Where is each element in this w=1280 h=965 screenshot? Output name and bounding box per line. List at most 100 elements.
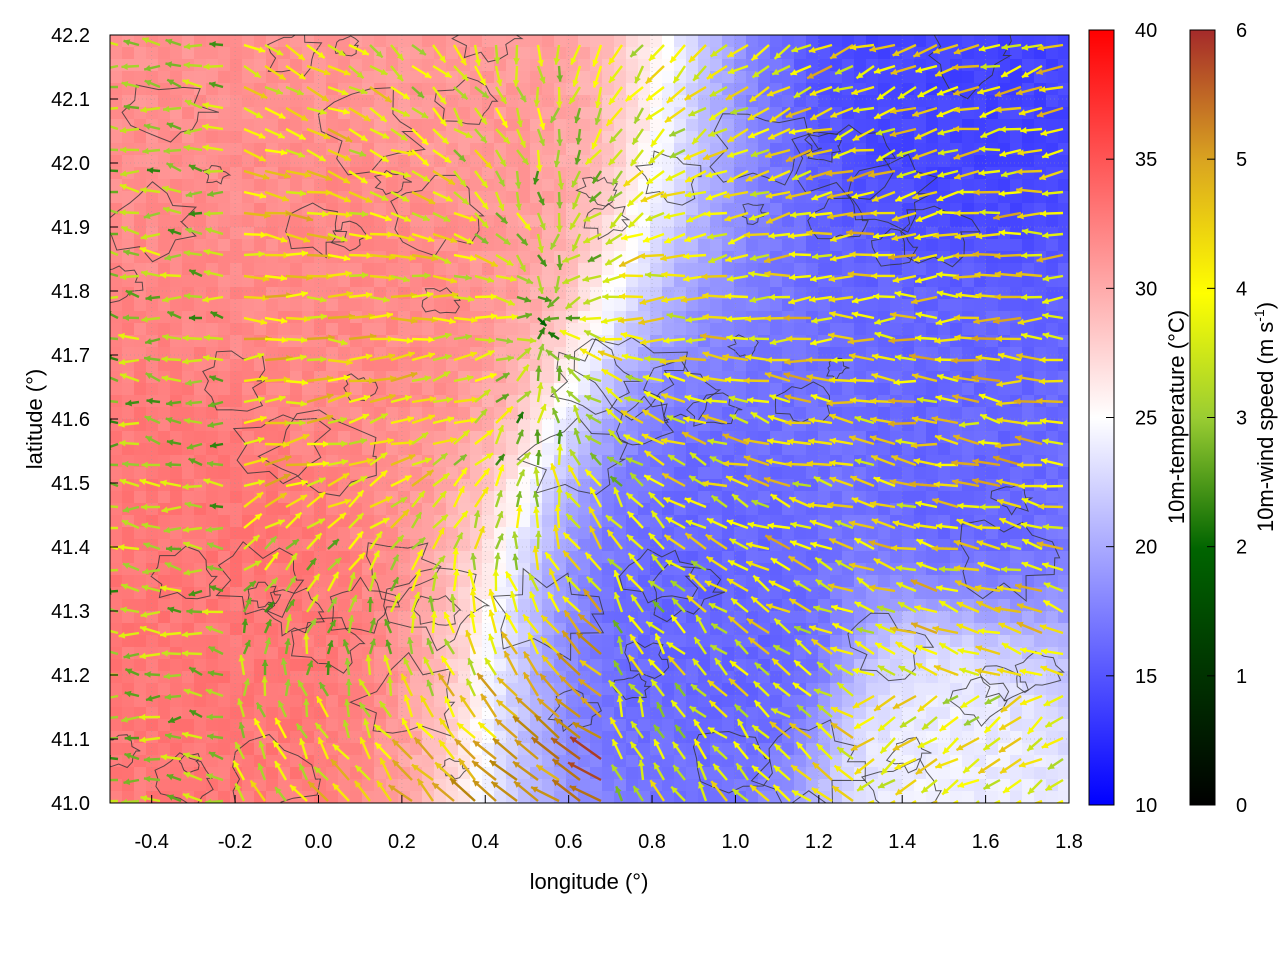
temperature-cell xyxy=(386,59,399,72)
temperature-cell xyxy=(326,767,339,780)
temperature-cell xyxy=(302,707,315,720)
temperature-cell xyxy=(566,59,579,72)
temperature-cell xyxy=(710,155,723,168)
temperature-cell xyxy=(338,407,351,420)
temperature-cell xyxy=(818,311,831,324)
temperature-cell xyxy=(242,323,255,336)
temperature-cell xyxy=(890,299,903,312)
temperature-cell xyxy=(578,107,591,120)
temperature-cell xyxy=(602,575,615,588)
temperature-cell xyxy=(134,59,147,72)
temperature-cell xyxy=(638,455,651,468)
temperature-cell xyxy=(230,263,243,276)
temperature-cell xyxy=(422,143,435,156)
temperature-cell xyxy=(830,119,843,132)
temperature-cell xyxy=(350,443,363,456)
temperature-cell xyxy=(110,683,123,696)
temperature-cell xyxy=(734,131,747,144)
temperature-cell xyxy=(278,59,291,72)
temperature-cell xyxy=(194,131,207,144)
temperature-cell xyxy=(746,35,759,48)
temperature-cell xyxy=(614,107,627,120)
temperature-cell xyxy=(758,239,771,252)
temperature-cell xyxy=(110,167,123,180)
temperature-cell xyxy=(710,323,723,336)
temperature-cell xyxy=(950,467,963,480)
temperature-cell xyxy=(266,695,279,708)
temperature-cell xyxy=(518,71,531,84)
temperature-cell xyxy=(614,119,627,132)
temperature-cell xyxy=(794,95,807,108)
temperature-cell xyxy=(1058,47,1069,60)
temperature-cell xyxy=(938,443,951,456)
temperature-cell xyxy=(530,83,543,96)
temperature-cell xyxy=(998,431,1011,444)
temperature-cell xyxy=(506,203,519,216)
temperature-cell xyxy=(842,239,855,252)
temperature-cell xyxy=(254,59,267,72)
temperature-cell xyxy=(158,239,171,252)
temperature-cell xyxy=(638,83,651,96)
temperature-cell xyxy=(998,407,1011,420)
temperature-cell xyxy=(302,719,315,732)
temperature-cell xyxy=(806,95,819,108)
temperature-cell xyxy=(1034,467,1047,480)
temperature-cell xyxy=(866,527,879,540)
temperature-cell xyxy=(110,755,123,768)
temperature-cell xyxy=(542,203,555,216)
temperature-cell xyxy=(950,611,963,624)
temperature-cell xyxy=(698,95,711,108)
temperature-cell xyxy=(962,263,975,276)
temperature-cell xyxy=(302,47,315,60)
temperature-cell xyxy=(938,299,951,312)
temperature-cell xyxy=(758,671,771,684)
temperature-cell xyxy=(638,611,651,624)
temperature-cell xyxy=(962,131,975,144)
temperature-cell xyxy=(770,755,783,768)
temperature-cell xyxy=(1010,407,1023,420)
temperature-cell xyxy=(206,275,219,288)
temperature-cell xyxy=(986,467,999,480)
temperature-cell xyxy=(230,107,243,120)
temperature-cell xyxy=(806,263,819,276)
temperature-cell xyxy=(158,443,171,456)
temperature-cell xyxy=(926,239,939,252)
temperature-cell xyxy=(686,323,699,336)
temperature-cell xyxy=(554,611,567,624)
temperature-cell xyxy=(314,635,327,648)
temperature-cell xyxy=(806,323,819,336)
temperature-cell xyxy=(914,287,927,300)
temperature-cell xyxy=(326,695,339,708)
temperature-cell xyxy=(938,275,951,288)
temperature-cell xyxy=(842,71,855,84)
temperature-cell xyxy=(722,143,735,156)
temperature-cell xyxy=(182,635,195,648)
temperature-cell xyxy=(434,203,447,216)
temperature-cell xyxy=(350,263,363,276)
temperature-cell xyxy=(1034,767,1047,780)
temperature-cell xyxy=(506,683,519,696)
temperature-cell xyxy=(758,323,771,336)
temperature-cell xyxy=(818,443,831,456)
temperature-cell xyxy=(638,59,651,72)
temperature-cell xyxy=(134,503,147,516)
temperature-cell xyxy=(266,251,279,264)
temperature-cell xyxy=(134,191,147,204)
temperature-cell xyxy=(338,35,351,48)
temperature-cell xyxy=(698,71,711,84)
temperature-cell xyxy=(770,179,783,192)
temperature-cell xyxy=(662,71,675,84)
temperature-cell xyxy=(182,491,195,504)
temperature-cell xyxy=(290,695,303,708)
temperature-cell xyxy=(242,215,255,228)
temperature-cell xyxy=(578,539,591,552)
temperature-cell xyxy=(158,383,171,396)
temperature-cell xyxy=(1058,35,1069,48)
temperature-cell xyxy=(914,359,927,372)
temperature-cell xyxy=(662,323,675,336)
temperature-cell xyxy=(662,227,675,240)
temperature-cell xyxy=(170,47,183,60)
temperature-cell xyxy=(458,647,471,660)
temperature-cell xyxy=(902,71,915,84)
temperature-cell xyxy=(254,119,267,132)
